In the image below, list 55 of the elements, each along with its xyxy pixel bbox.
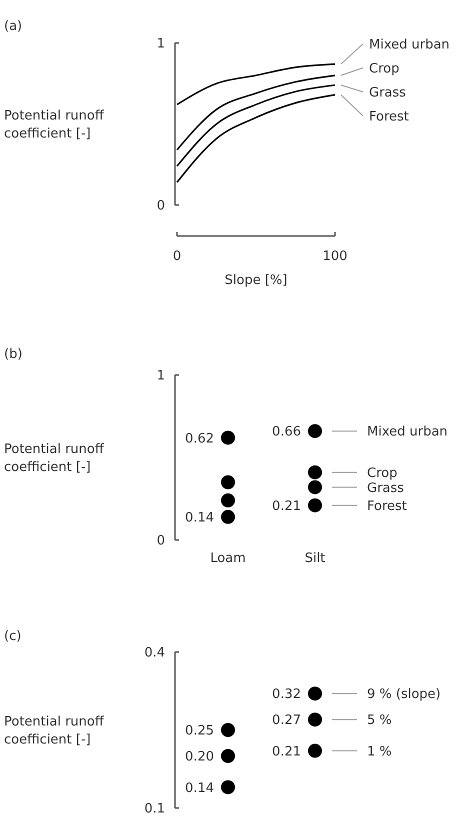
text: Mixed urban <box>367 424 448 440</box>
data-label: 0.66 <box>272 424 301 440</box>
text: Grass <box>367 480 404 496</box>
y-tick-label: 1 <box>156 368 165 384</box>
data-label: 0.14 <box>185 780 214 796</box>
line-series <box>176 63 336 106</box>
point <box>221 493 235 508</box>
point <box>308 744 322 758</box>
text: Crop <box>369 61 400 76</box>
text: (a) <box>4 19 22 34</box>
y-axis-title: Potential runoff coefficient [-] <box>4 442 105 476</box>
text: 5 % <box>367 713 392 728</box>
data-label: 0.25 <box>185 724 214 739</box>
point <box>308 465 322 480</box>
text: Forest <box>369 109 409 124</box>
point <box>221 510 235 524</box>
x-tick-label: 100 <box>322 249 348 264</box>
line-series <box>176 94 336 184</box>
line-series <box>176 84 336 167</box>
text: Forest <box>367 498 407 514</box>
point <box>221 780 235 794</box>
data-label: 0.14 <box>185 510 214 526</box>
point <box>308 498 322 512</box>
text: Mixed urban <box>369 37 450 52</box>
point <box>308 686 322 701</box>
point <box>308 480 322 494</box>
y-tick-label: 0 <box>156 198 165 214</box>
point <box>308 712 322 727</box>
point <box>308 424 322 438</box>
x-axis-title: Slope [%] <box>224 273 288 288</box>
y-tick-label: 0.1 <box>144 802 165 817</box>
data-label: 0.32 <box>272 687 301 702</box>
text: (c) <box>4 629 22 644</box>
x-tick-label: Loam <box>210 551 246 566</box>
data-label: 0.27 <box>272 713 301 728</box>
text: 1 % <box>367 744 392 760</box>
data-label: 0.20 <box>185 750 214 765</box>
data-label: 0.62 <box>185 431 214 446</box>
point <box>221 749 235 763</box>
x-tick-label: Silt <box>304 551 326 566</box>
text: Crop <box>367 466 398 481</box>
y-tick-label: 1 <box>156 36 165 52</box>
data-label: 0.21 <box>272 498 301 514</box>
y-tick-label: 0.4 <box>144 646 165 661</box>
point <box>221 723 235 737</box>
text: (b) <box>4 347 22 362</box>
point <box>221 475 235 490</box>
point <box>221 430 235 445</box>
text: Grass <box>369 85 406 100</box>
line-series <box>176 74 336 151</box>
text: 9 % (slope) <box>367 687 441 702</box>
y-axis-title: Potential runoff coefficient [-] <box>4 108 105 142</box>
data-label: 0.21 <box>272 744 301 760</box>
y-tick-label: 0 <box>156 534 165 549</box>
y-axis-title: Potential runoff coefficient [-] <box>4 714 105 748</box>
